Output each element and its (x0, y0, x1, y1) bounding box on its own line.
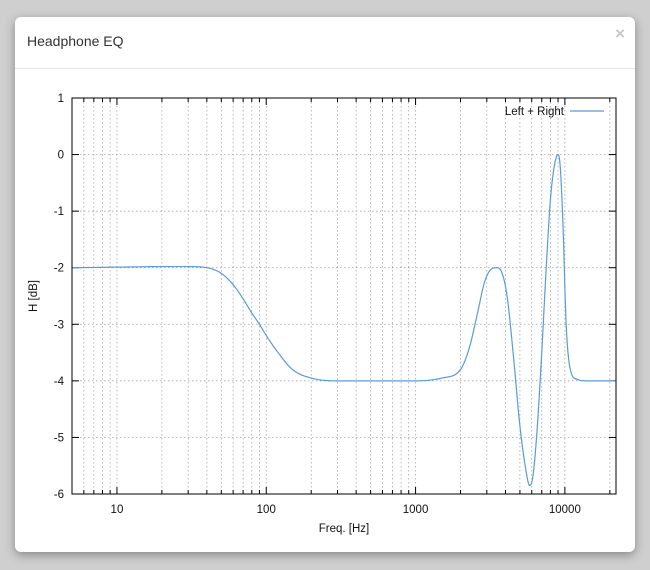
x-tick-label: 10 (111, 504, 124, 516)
series-layer (71, 153, 616, 487)
legend: Left + Right (505, 106, 604, 118)
dialog-body: 1 0 -1 -2 -3 -4 -5 -6 10 100 1000 10000 Freq. [Hz] … (15, 69, 635, 552)
eq-chart: 10-1-2-3-4-5-610 100 1000 10000 Freq. [Hz] … (28, 93, 617, 535)
y-tick-label: 1 (58, 93, 64, 105)
y-tick-label: -6 (54, 489, 64, 501)
close-icon[interactable]: × (615, 24, 625, 43)
y-tick-label: -3 (54, 319, 64, 331)
grid (71, 98, 616, 494)
x-axis-title: Freq. [Hz] (319, 523, 369, 535)
x-tick-label: 10000 (549, 504, 581, 516)
axis-ticks (71, 97, 616, 495)
y-axis-title: H [dB] (28, 280, 40, 312)
dialog-title: Headphone EQ (27, 33, 124, 49)
y-tick-label: -1 (54, 206, 64, 218)
y-tick-label: -2 (54, 263, 64, 275)
legend-label: Left + Right (505, 106, 565, 118)
headphone-eq-dialog: Headphone EQ × 1 0 -1 -2 -3 -4 -5 -6 10 100 1000 10… (15, 17, 635, 552)
plot-frame (71, 97, 617, 495)
y-tick-label: 0 (58, 150, 64, 162)
series-line (71, 153, 616, 487)
tick-labels: 10-1-2-3-4-5-610 100 1000 10000 (54, 93, 581, 516)
x-tick-label: 1000 (403, 504, 429, 516)
dialog-header: Headphone EQ × (15, 17, 635, 69)
y-tick-label: -4 (54, 376, 65, 388)
x-tick-label: 100 (257, 504, 276, 516)
y-tick-label: -5 (54, 432, 64, 444)
